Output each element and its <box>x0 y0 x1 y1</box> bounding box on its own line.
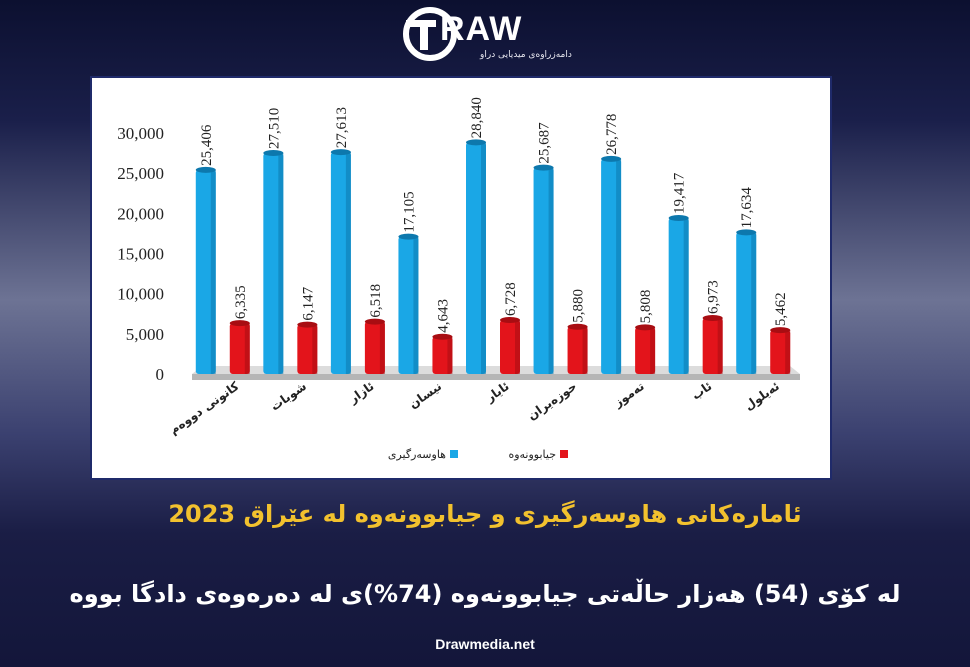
bar-shade <box>785 330 791 374</box>
bar-shade <box>751 232 757 374</box>
bar-top <box>702 314 723 321</box>
bar-shade <box>210 169 216 374</box>
divorce-bar <box>297 324 318 374</box>
marriage-value-label: 27,613 <box>334 107 350 148</box>
marriage-value-label: 28,840 <box>469 97 485 138</box>
legend-swatch <box>560 450 568 458</box>
bar-top <box>297 321 318 328</box>
marriage-value-label: 25,687 <box>537 122 553 164</box>
y-tick-label: 30,000 <box>117 124 164 143</box>
divorce-value-label: 4,643 <box>435 299 451 333</box>
bar-top <box>567 323 588 330</box>
y-tick-label: 5,000 <box>126 325 164 344</box>
logo-tagline: دامەزراوەی میدیایی دراو <box>480 50 572 60</box>
y-tick-label: 15,000 <box>117 245 164 264</box>
marriage-value-label: 25,406 <box>199 124 215 166</box>
bar-top <box>635 324 656 331</box>
divorce-value-label: 6,518 <box>368 284 384 318</box>
bar-top <box>736 229 757 236</box>
bar-top <box>263 150 284 157</box>
y-tick-label: 25,000 <box>117 164 164 183</box>
category-label: ئازار <box>346 379 377 407</box>
category-label: شوبات <box>268 379 310 414</box>
bar-top <box>398 233 419 240</box>
bar-top <box>432 333 453 340</box>
bar-top <box>364 318 385 325</box>
bar-shade <box>616 158 622 374</box>
marriage-value-label: 17,634 <box>739 187 755 229</box>
bar-shade <box>312 324 318 374</box>
subheadline: لە کۆی (54) هەزار حاڵەتی جیابوونەوە (74%… <box>69 580 901 608</box>
category-label: حوزەیران <box>525 379 580 424</box>
bar-shade <box>683 218 689 374</box>
bar-shade <box>379 321 385 374</box>
headline: ئامارەکانی هاوسەرگیری و جیابوونەوە لە عێ… <box>168 500 802 528</box>
divorce-value-label: 5,462 <box>773 292 789 326</box>
bar-chart: 0 5,000 10,000 15,000 20,000 25,000 30,000 25,4… <box>117 97 800 461</box>
bar-top <box>330 149 351 156</box>
divorce-value-label: 6,973 <box>706 280 722 314</box>
bar-shade <box>650 327 656 374</box>
chart-panel: 0 5,000 10,000 15,000 20,000 25,000 30,000 25,4… <box>90 76 832 480</box>
legend-label: هاوسەرگیری <box>388 448 446 461</box>
website-link[interactable]: Drawmedia.net <box>435 636 535 652</box>
bar-shade <box>515 319 520 374</box>
y-tick-label: 20,000 <box>117 204 164 223</box>
category-label: نیسان <box>406 379 444 411</box>
y-tick-label: 0 <box>156 365 165 384</box>
category-label: کانونی دووەم <box>167 379 242 438</box>
bar-top <box>601 155 622 162</box>
marriage-value-label: 27,510 <box>266 108 282 149</box>
bar-top <box>466 139 486 146</box>
chart-floor-edge <box>192 374 800 380</box>
legend-swatch <box>450 450 458 458</box>
marriage-value-label: 17,105 <box>401 191 417 232</box>
bar-top <box>229 320 250 327</box>
divorce-value-label: 6,728 <box>503 282 519 316</box>
divorce-value-label: 5,880 <box>571 289 587 323</box>
divorce-value-label: 5,808 <box>638 290 654 324</box>
draw-logo-mark <box>403 7 457 61</box>
y-tick-label: 10,000 <box>117 285 164 304</box>
bar-shade <box>278 153 284 374</box>
bar-shade <box>717 317 723 374</box>
category-label: ئایار <box>482 379 511 405</box>
bar-top <box>500 316 520 323</box>
bar-shade <box>548 167 554 374</box>
marriage-bar <box>263 153 284 374</box>
draw-logo: RAW دامەزراوەی میدیایی دراو <box>402 6 602 64</box>
bar-shade <box>582 326 588 374</box>
bar-shade <box>413 236 419 374</box>
bar-shade <box>345 152 351 374</box>
category-label: تەموز <box>610 379 647 411</box>
marriage-bar <box>195 169 216 374</box>
bar-shade <box>481 142 486 374</box>
bar-top <box>770 327 791 334</box>
bar-shade <box>447 336 453 374</box>
bar-top <box>668 215 689 222</box>
marriage-value-label: 19,417 <box>672 172 688 214</box>
category-label: ئاب <box>689 379 714 403</box>
legend-label: جیابوونەوە <box>508 448 556 461</box>
bar-top <box>533 164 554 171</box>
bar-top <box>195 166 216 173</box>
divorce-value-label: 6,335 <box>233 285 249 319</box>
category-label: ئەیلول <box>742 379 783 414</box>
bar-shade <box>244 323 250 374</box>
marriage-value-label: 26,778 <box>604 114 620 155</box>
divorce-value-label: 6,147 <box>300 286 316 320</box>
logo-wordmark: RAW <box>440 10 523 48</box>
